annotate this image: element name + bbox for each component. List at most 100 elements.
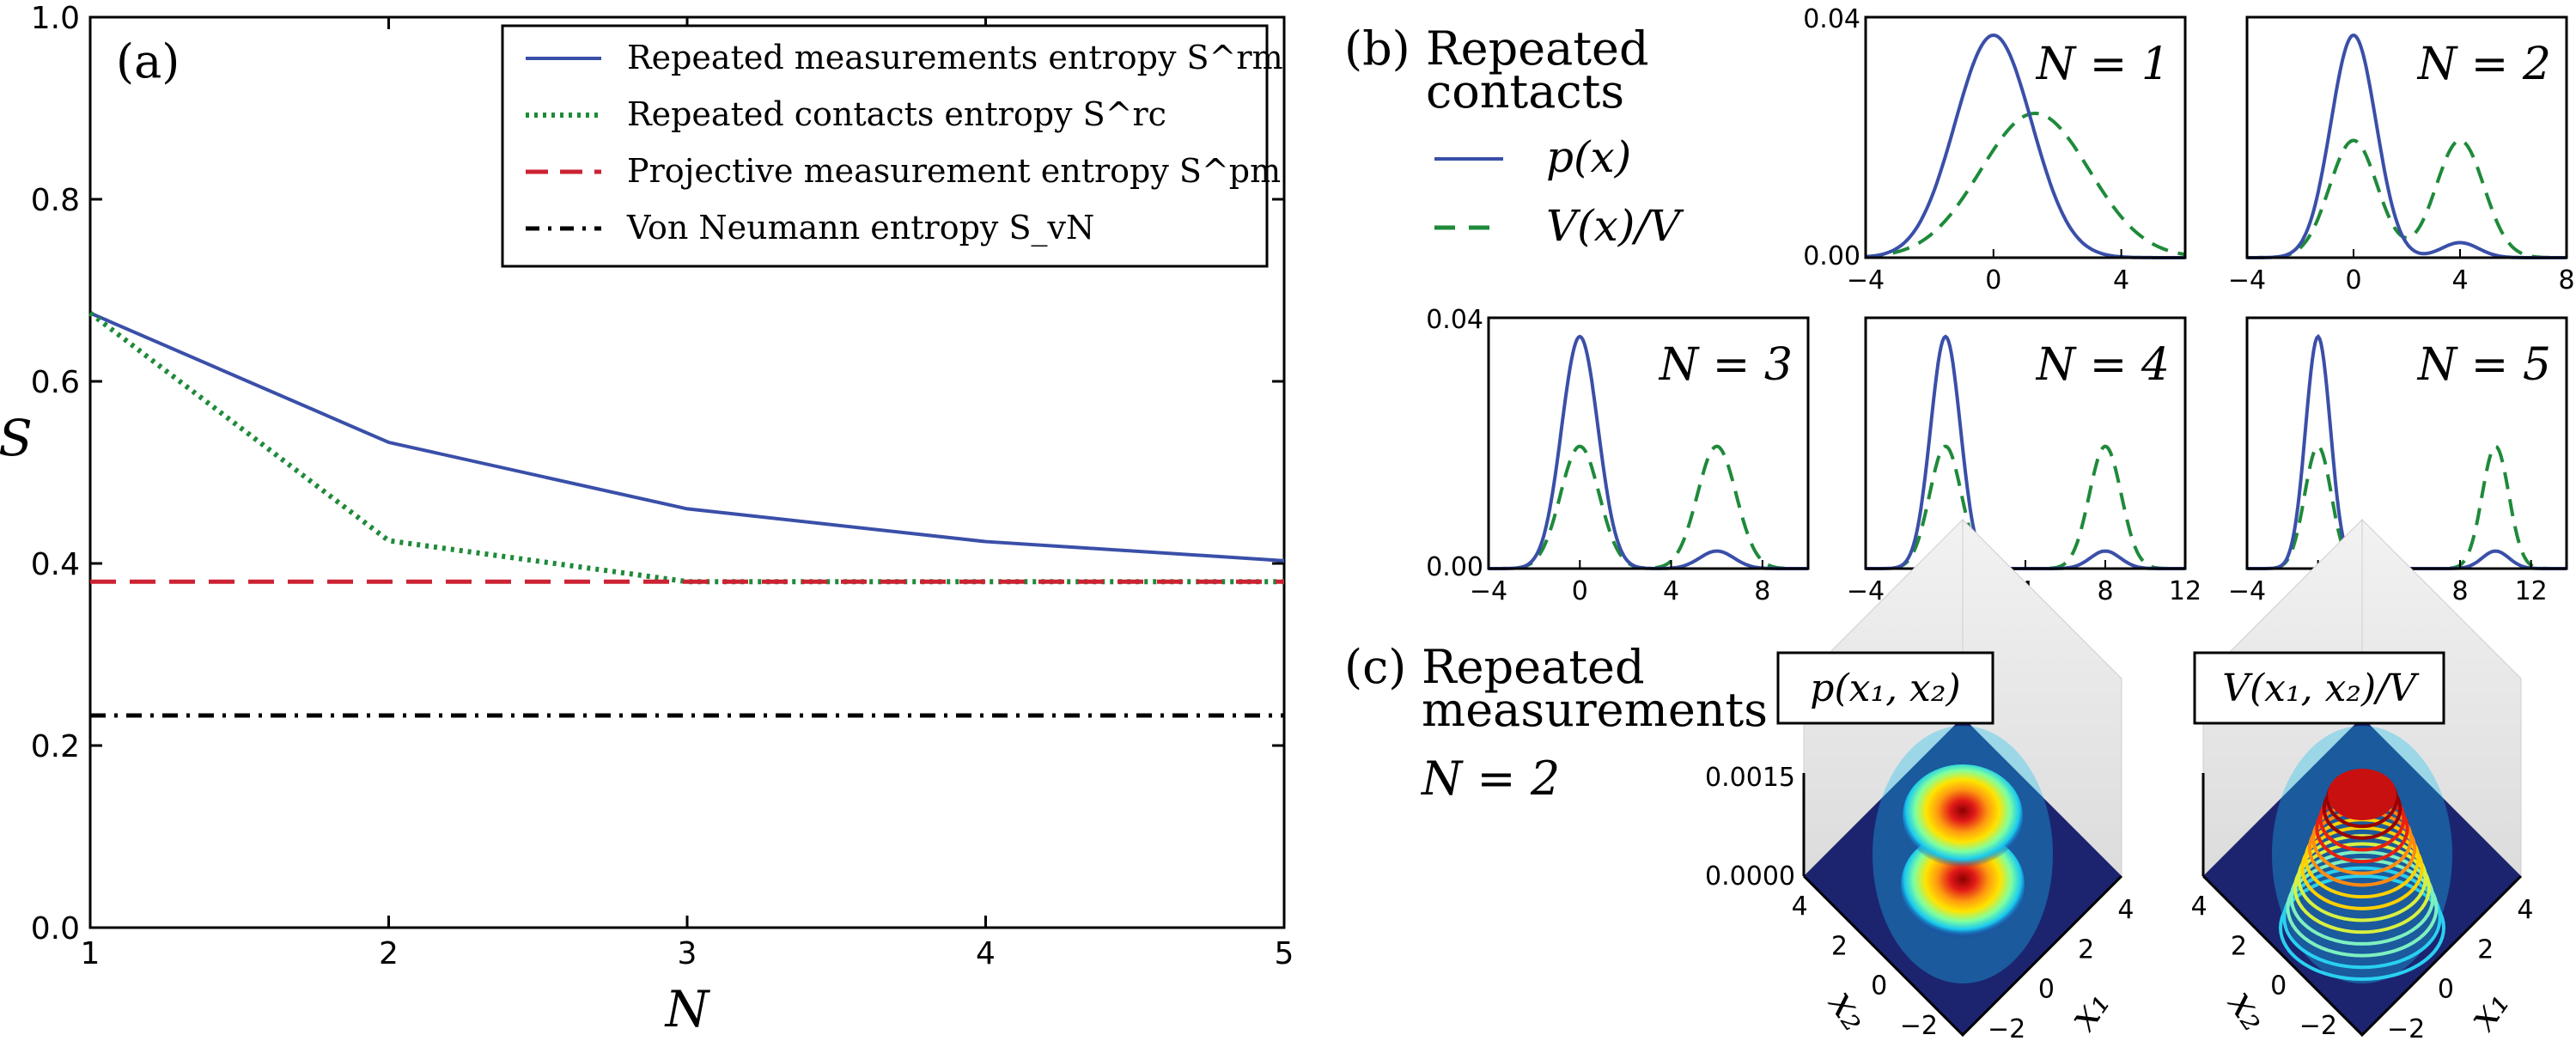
y-tick-label: 0.0 — [31, 911, 80, 947]
x-tick-label: 4 — [2113, 265, 2129, 295]
series-line-0 — [89, 311, 1285, 563]
surface-title-box — [2193, 651, 2445, 725]
y-tick-label: 1.0 — [31, 1, 80, 36]
x-tick-label: 12 — [2169, 576, 2201, 606]
x-tick-label: 4 — [976, 936, 996, 971]
surface-contour — [2279, 874, 2445, 981]
surface-peak — [2328, 769, 2396, 820]
x2-tick-label: 2 — [2231, 931, 2247, 961]
x-tick-label: 1 — [81, 936, 100, 971]
panel-c-title-line1: Repeated — [1422, 640, 1645, 694]
x2-tick-label: 2 — [1831, 931, 1848, 961]
x-tick-label: 8 — [1754, 576, 1770, 606]
subplot-frame — [2245, 15, 2568, 259]
y-tick-label: 0.2 — [31, 729, 80, 764]
panel-a-lines — [88, 311, 1285, 718]
x2-tick-label: 4 — [1792, 892, 1808, 922]
subplot-frame — [1487, 316, 1810, 570]
x2-tick-label: −2 — [2299, 1011, 2337, 1041]
x1-tick-label: −2 — [1988, 1014, 2025, 1044]
panel-b-label: (b) — [1344, 21, 1410, 76]
x1-tick-label: 2 — [2078, 934, 2094, 965]
x2-tick-label: 0 — [1871, 971, 1887, 1001]
panel-a-label: (a) — [116, 34, 180, 88]
surface-title: p(x₁, x₂) — [1810, 667, 1960, 710]
subplot-n1: N = 1 −4 0 4 0.04 0.00 — [1803, 4, 2187, 295]
subplot-title: N = 1 — [2035, 39, 2170, 90]
subplot-frame — [1864, 15, 2187, 259]
legend-label-pm: Projective measurement entropy S^pm — [627, 152, 1281, 190]
y-tick-label-top: 0.04 — [1803, 4, 1860, 34]
panel-b-subplots: N = 1 −4 0 4 0.04 0.00 N = 2 −4 0 4 8 N = 3 −4 0 4 8 0.0… — [1426, 4, 2574, 606]
legend-label-p: p(x) — [1546, 132, 1631, 182]
x-tick-label: −4 — [1847, 265, 1885, 295]
x-tick-label: −4 — [1847, 576, 1885, 606]
panel-c-label: (c) — [1344, 640, 1406, 694]
y-tick-label-bottom: 0.00 — [1803, 241, 1860, 271]
panel-b-title-line2: contacts — [1426, 64, 1624, 119]
x-tick-label: −4 — [2228, 576, 2266, 606]
x1-tick-label: 2 — [2477, 934, 2494, 965]
x-tick-label: 0 — [1572, 576, 1588, 606]
x1-axis-label: x₁ — [2458, 981, 2518, 1038]
x-tick-label: 8 — [2097, 576, 2113, 606]
subplot-title: N = 3 — [1658, 339, 1793, 391]
y-tick-label-top: 0.04 — [1426, 305, 1483, 335]
v-curve — [2247, 138, 2567, 259]
panel-a-legend: Repeated measurements entropy S^rm Repea… — [501, 24, 1283, 268]
legend-label-rm: Repeated measurements entropy S^rm — [627, 39, 1283, 76]
surface-title: V(x₁, x₂)/V — [2222, 667, 2420, 710]
floor-axes — [1802, 874, 2123, 1038]
x-tick-label: 2 — [379, 936, 399, 971]
surface-contour — [2289, 849, 2435, 946]
series-line-1 — [88, 311, 1284, 585]
surface-contour — [2297, 834, 2427, 922]
v-curve — [2247, 444, 2567, 570]
y-tick-label: 0.8 — [31, 183, 80, 218]
x-tick-label: 5 — [1275, 936, 1294, 971]
surface-peak-upper — [1903, 764, 2023, 867]
z-tick-label-top: 0.0015 — [1705, 763, 1795, 793]
x-tick-label: 0 — [1985, 265, 2001, 295]
legend-label-vn: Von Neumann entropy S_vN — [626, 209, 1094, 247]
panel-c-n-label: N = 2 — [1420, 752, 1560, 806]
surface-contour — [2293, 842, 2432, 934]
subplot-n3: N = 3 −4 0 4 8 0.04 0.00 — [1426, 305, 1810, 606]
subplot-title: N = 5 — [2416, 339, 2551, 391]
z-tick-label-bottom: 0.0000 — [1705, 861, 1795, 892]
x1-tick-label: 4 — [2117, 895, 2134, 925]
panel-c: (c) Repeated measurements N = 2 p(x₁, x₂… — [1344, 518, 2533, 1044]
legend-label-v: V(x)/V — [1546, 201, 1684, 251]
x1-axis-label: x₁ — [2059, 981, 2119, 1038]
panel-b: (b) Repeated contacts p(x) V(x)/V N = 1 −… — [1344, 4, 2575, 606]
panel-b-title-line1: Repeated — [1426, 21, 1649, 76]
subplot-title: N = 4 — [2035, 339, 2170, 391]
v-curve — [1489, 444, 1808, 570]
x1-tick-label: 4 — [2517, 895, 2533, 925]
subplot-n4: N = 4−404812 — [1847, 316, 2201, 606]
subplot-title: N = 2 — [2416, 39, 2551, 90]
legend-label-rc: Repeated contacts entropy S^rc — [627, 95, 1166, 133]
x-tick-label: 8 — [2451, 576, 2468, 606]
y-tick-label-bottom: 0.00 — [1426, 552, 1483, 582]
x2-tick-label: 0 — [2270, 971, 2287, 1001]
x-tick-label: −4 — [1470, 576, 1507, 606]
subplot-n2: N = 2 −4 0 4 8 — [2228, 15, 2575, 295]
panel-a-xlabel: N — [664, 980, 711, 1038]
x-tick-label: 4 — [1663, 576, 1679, 606]
surface-title-box — [1776, 651, 1994, 725]
x-tick-label: 3 — [678, 936, 697, 971]
x-tick-label: 0 — [2345, 265, 2361, 295]
surface-contour — [2282, 866, 2442, 970]
panel-a-ticks: 1 2 3 4 5 0.0 0.2 0.4 0.6 0.8 1.0 — [31, 1, 1294, 971]
x2-tick-label: 4 — [2191, 892, 2208, 922]
y-tick-label: 0.6 — [31, 365, 80, 400]
x-tick-label: −4 — [2228, 265, 2266, 295]
x-tick-label: 4 — [2451, 265, 2468, 295]
x1-tick-label: 0 — [2438, 975, 2454, 1005]
x-tick-label: 12 — [2515, 576, 2548, 606]
